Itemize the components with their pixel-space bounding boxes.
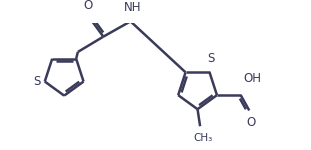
Text: S: S: [33, 75, 40, 88]
Text: O: O: [83, 0, 93, 12]
Text: OH: OH: [244, 72, 262, 85]
Text: CH₃: CH₃: [193, 133, 212, 143]
Text: O: O: [246, 116, 256, 129]
Text: NH: NH: [123, 1, 141, 14]
Text: S: S: [207, 52, 215, 65]
